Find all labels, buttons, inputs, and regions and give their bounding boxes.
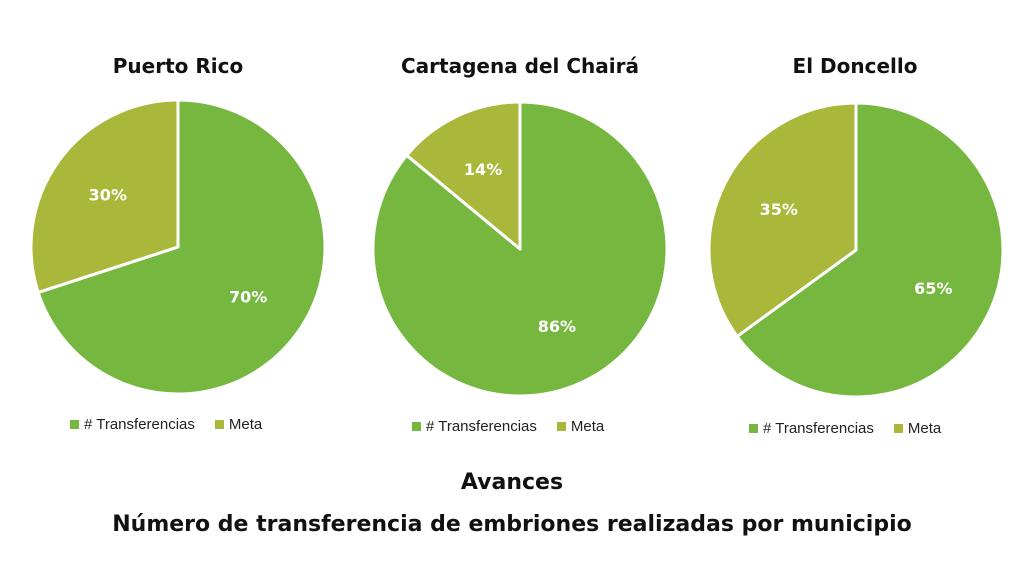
- legend-label-meta: Meta: [228, 416, 263, 433]
- legend-item-transferencias: # Transferencias: [412, 418, 537, 435]
- legend-swatch-transferencias: [412, 422, 421, 431]
- legend-item-meta: Meta: [556, 418, 605, 435]
- pie-1: 86% 14%: [371, 100, 669, 398]
- legend-item-transferencias: # Transferencias: [749, 420, 874, 437]
- pie-slice-meta: [29, 98, 180, 294]
- legend-label-transferencias: # Transferencias: [763, 420, 874, 437]
- footer-title: Avances: [460, 470, 564, 495]
- pie-slice-meta: [405, 100, 522, 251]
- pie-slice-meta: [707, 101, 858, 338]
- data-label-transferencias: 65%: [914, 279, 952, 298]
- chart-title-cartagena-del-chaira: Cartagena del Chairá: [401, 54, 639, 78]
- data-label-meta: 30%: [89, 186, 127, 205]
- legend-item-meta: Meta: [214, 416, 263, 433]
- chart-title-puerto-rico: Puerto Rico: [112, 54, 244, 78]
- legend-item-transferencias: # Transferencias: [70, 416, 195, 433]
- data-label-transferencias: 86%: [538, 317, 576, 336]
- data-label-meta: 14%: [464, 160, 502, 179]
- legend-label-meta: Meta: [907, 420, 942, 437]
- pie-slice-transferencias: [735, 101, 1005, 399]
- legend-swatch-transferencias: [749, 424, 758, 433]
- legend-puerto-rico: # Transferencias Meta: [70, 416, 262, 433]
- pie-slice-transferencias: [36, 98, 327, 396]
- legend-swatch-meta: [893, 424, 903, 433]
- pie-0: 70% 30%: [29, 98, 327, 396]
- pie-2: 65% 35%: [707, 101, 1005, 399]
- legend-item-meta: Meta: [893, 420, 942, 437]
- legend-cartagena-del-chaira: # Transferencias Meta: [412, 418, 604, 435]
- legend-label-transferencias: # Transferencias: [84, 416, 195, 433]
- legend-swatch-transferencias: [70, 420, 79, 429]
- data-label-transferencias: 70%: [229, 287, 267, 306]
- legend-label-transferencias: # Transferencias: [426, 418, 537, 435]
- legend-label-meta: Meta: [570, 418, 605, 435]
- legend-el-doncello: # Transferencias Meta: [749, 420, 941, 437]
- data-label-meta: 35%: [760, 200, 798, 219]
- legend-swatch-meta: [214, 420, 224, 429]
- footer-subtitle: Número de transferencia de embriones rea…: [112, 512, 912, 537]
- chart-title-el-doncello: El Doncello: [792, 54, 918, 78]
- legend-swatch-meta: [556, 422, 566, 431]
